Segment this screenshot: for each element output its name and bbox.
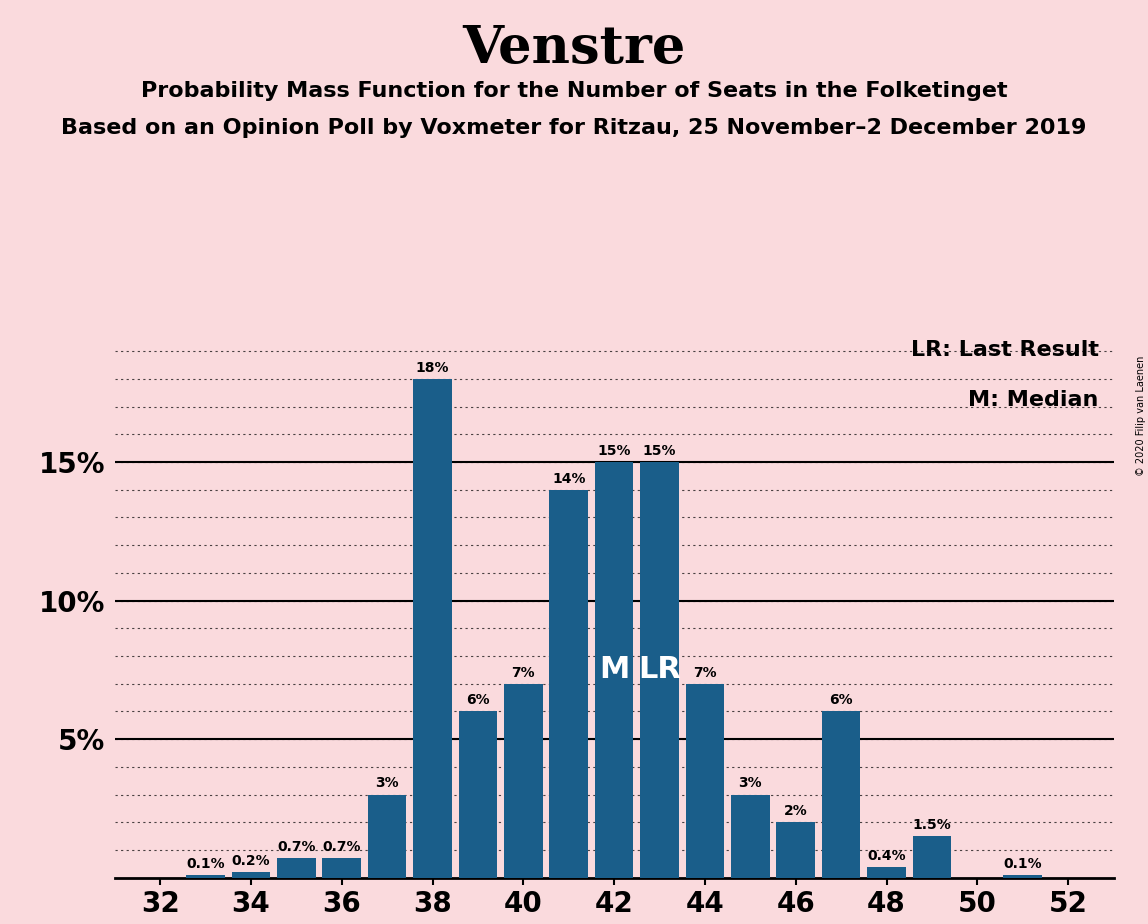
- Bar: [232, 872, 270, 878]
- Text: 7%: 7%: [693, 665, 716, 680]
- Text: 7%: 7%: [512, 665, 535, 680]
- Text: 0.1%: 0.1%: [186, 857, 225, 870]
- Bar: [550, 490, 588, 878]
- Bar: [913, 836, 952, 878]
- Text: 0.2%: 0.2%: [232, 854, 270, 869]
- Text: 14%: 14%: [552, 471, 585, 486]
- Text: 15%: 15%: [643, 444, 676, 458]
- Text: Venstre: Venstre: [463, 23, 685, 74]
- Text: 0.7%: 0.7%: [323, 840, 360, 854]
- Bar: [277, 858, 316, 878]
- Text: 3%: 3%: [738, 776, 762, 791]
- Bar: [1003, 875, 1042, 878]
- Bar: [776, 822, 815, 878]
- Bar: [685, 684, 724, 878]
- Bar: [731, 795, 769, 878]
- Text: 0.1%: 0.1%: [1003, 857, 1042, 870]
- Text: 2%: 2%: [784, 804, 808, 819]
- Text: 3%: 3%: [375, 776, 400, 791]
- Bar: [867, 867, 906, 878]
- Bar: [323, 858, 362, 878]
- Bar: [595, 462, 634, 878]
- Text: LR: Last Result: LR: Last Result: [910, 340, 1099, 360]
- Text: © 2020 Filip van Laenen: © 2020 Filip van Laenen: [1135, 356, 1146, 476]
- Bar: [186, 875, 225, 878]
- Text: 6%: 6%: [829, 693, 853, 708]
- Text: LR: LR: [638, 655, 681, 685]
- Bar: [367, 795, 406, 878]
- Text: 0.4%: 0.4%: [867, 848, 906, 863]
- Bar: [413, 379, 452, 878]
- Text: 1.5%: 1.5%: [913, 818, 952, 832]
- Bar: [459, 711, 497, 878]
- Text: M: Median: M: Median: [968, 390, 1099, 410]
- Bar: [504, 684, 543, 878]
- Bar: [641, 462, 678, 878]
- Text: 15%: 15%: [597, 444, 631, 458]
- Text: 6%: 6%: [466, 693, 490, 708]
- Text: M: M: [599, 655, 629, 685]
- Bar: [822, 711, 861, 878]
- Text: Probability Mass Function for the Number of Seats in the Folketinget: Probability Mass Function for the Number…: [141, 81, 1007, 102]
- Text: 0.7%: 0.7%: [277, 840, 316, 854]
- Text: 18%: 18%: [416, 360, 449, 375]
- Text: Based on an Opinion Poll by Voxmeter for Ritzau, 25 November–2 December 2019: Based on an Opinion Poll by Voxmeter for…: [61, 118, 1087, 139]
